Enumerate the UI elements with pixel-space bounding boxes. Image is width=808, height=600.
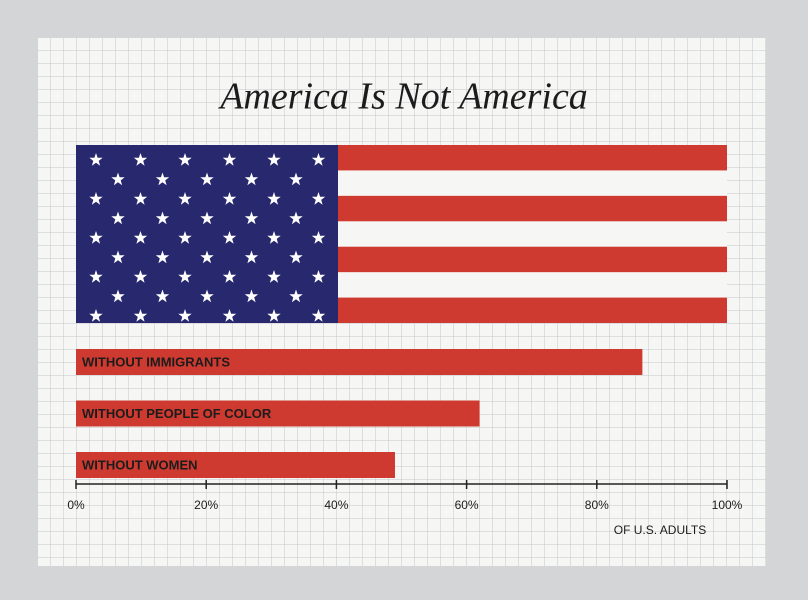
star xyxy=(178,192,192,205)
star xyxy=(155,211,170,225)
star xyxy=(89,192,103,205)
x-tick-label: 20% xyxy=(194,498,218,512)
star xyxy=(178,231,192,244)
star xyxy=(244,289,259,303)
x-axis-label: OF U.S. ADULTS xyxy=(614,523,706,537)
star xyxy=(133,231,148,244)
star xyxy=(111,211,125,225)
star xyxy=(89,270,103,283)
flag-stripe xyxy=(338,297,727,323)
star xyxy=(222,309,237,322)
bar-label: WITHOUT PEOPLE OF COLOR xyxy=(82,406,272,421)
star xyxy=(244,211,259,225)
flag-stripe xyxy=(338,145,727,171)
star xyxy=(267,309,281,322)
star xyxy=(267,192,281,205)
star xyxy=(267,270,281,283)
star xyxy=(267,231,281,244)
star xyxy=(244,250,259,264)
star xyxy=(89,231,103,244)
star xyxy=(200,289,214,303)
star xyxy=(289,172,303,186)
bar xyxy=(76,349,643,375)
star xyxy=(155,289,170,303)
x-tick-label: 0% xyxy=(67,498,85,512)
star xyxy=(311,270,326,283)
star xyxy=(178,153,192,166)
star xyxy=(178,309,192,322)
star xyxy=(222,153,237,166)
star xyxy=(133,153,148,166)
star xyxy=(267,153,281,166)
star xyxy=(222,231,237,244)
star xyxy=(222,270,237,283)
star xyxy=(311,192,326,205)
bar xyxy=(76,400,480,427)
star xyxy=(289,250,303,264)
star xyxy=(244,172,259,186)
star xyxy=(155,250,170,264)
star xyxy=(133,270,148,283)
chart-title: America Is Not America xyxy=(217,76,588,118)
bar-label: WITHOUT IMMIGRANTS xyxy=(82,354,230,369)
star xyxy=(89,309,103,322)
star xyxy=(200,172,214,186)
bar-label: WITHOUT WOMEN xyxy=(82,457,198,472)
star xyxy=(111,250,125,264)
star xyxy=(89,153,103,166)
flag-stripe xyxy=(338,195,727,222)
star xyxy=(311,309,326,322)
star xyxy=(200,211,214,225)
x-tick-label: 100% xyxy=(712,498,743,512)
bar xyxy=(76,452,395,478)
star xyxy=(311,153,326,166)
star xyxy=(133,192,148,205)
x-tick-label: 80% xyxy=(585,498,609,512)
star xyxy=(222,192,237,205)
x-tick-label: 40% xyxy=(324,498,348,512)
flag-stripe xyxy=(338,246,727,273)
star xyxy=(133,309,148,322)
x-tick-label: 60% xyxy=(455,498,479,512)
star xyxy=(289,211,303,225)
star xyxy=(111,289,125,303)
star xyxy=(111,172,125,186)
star xyxy=(178,270,192,283)
star xyxy=(155,172,170,186)
star xyxy=(289,289,303,303)
star xyxy=(200,250,214,264)
star xyxy=(311,231,326,244)
